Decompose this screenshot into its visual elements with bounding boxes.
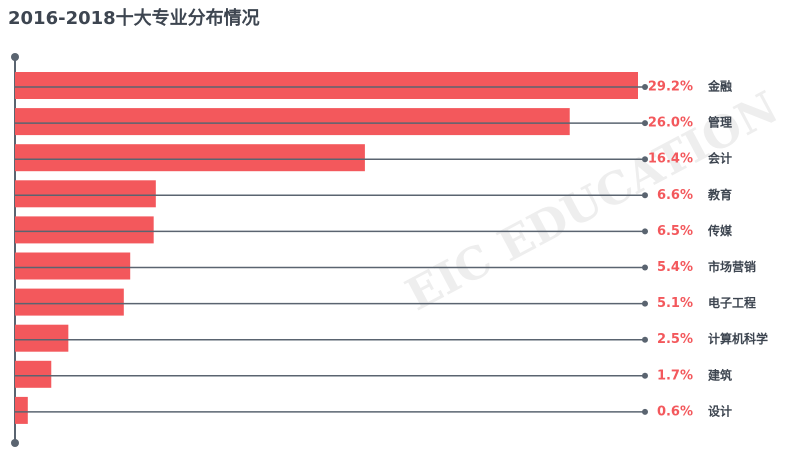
guide-dot: [642, 84, 648, 90]
value-label: 6.6%: [657, 188, 693, 203]
guide-dot: [642, 264, 648, 271]
category-label: 计算机科学: [708, 331, 768, 346]
guide-dot: [642, 408, 648, 415]
value-label: 6.5%: [657, 224, 693, 239]
value-label: 5.1%: [657, 296, 693, 311]
value-label: 2.5%: [657, 332, 693, 347]
bar: [15, 288, 124, 316]
guide-dot: [642, 192, 648, 199]
value-label: 29.2%: [648, 80, 693, 95]
chart-title: 2016-2018十大专业分布情况: [8, 7, 260, 29]
value-label: 0.6%: [657, 404, 693, 419]
bar: [15, 216, 154, 244]
category-label: 设计: [708, 403, 732, 418]
guide-dot: [642, 336, 648, 343]
category-label: 管理: [708, 115, 732, 130]
category-label: 教育: [707, 187, 732, 202]
category-label: 电子工程: [708, 295, 756, 310]
bar: [15, 324, 69, 352]
bar: [15, 144, 365, 172]
value-label: 16.4%: [648, 152, 693, 167]
category-label: 金融: [707, 79, 732, 94]
guide-dot: [642, 120, 648, 127]
guide-dot: [642, 300, 648, 307]
bar: [15, 72, 638, 99]
axis-dot: [11, 53, 19, 61]
category-label: 市场营销: [708, 259, 756, 274]
value-label: 1.7%: [657, 368, 693, 383]
value-label: 26.0%: [648, 116, 693, 131]
value-label: 5.4%: [657, 260, 693, 275]
category-label: 建筑: [707, 367, 732, 382]
bar: [15, 108, 570, 136]
guide-dot: [642, 372, 648, 379]
category-label: 会计: [708, 151, 732, 166]
guide-dot: [642, 228, 648, 235]
bar: [15, 180, 156, 208]
category-label: 传媒: [707, 223, 733, 238]
guide-dot: [642, 156, 648, 163]
bar: [15, 360, 52, 388]
bar: [15, 252, 131, 280]
bar: [15, 396, 28, 424]
axis-dot: [11, 439, 19, 447]
